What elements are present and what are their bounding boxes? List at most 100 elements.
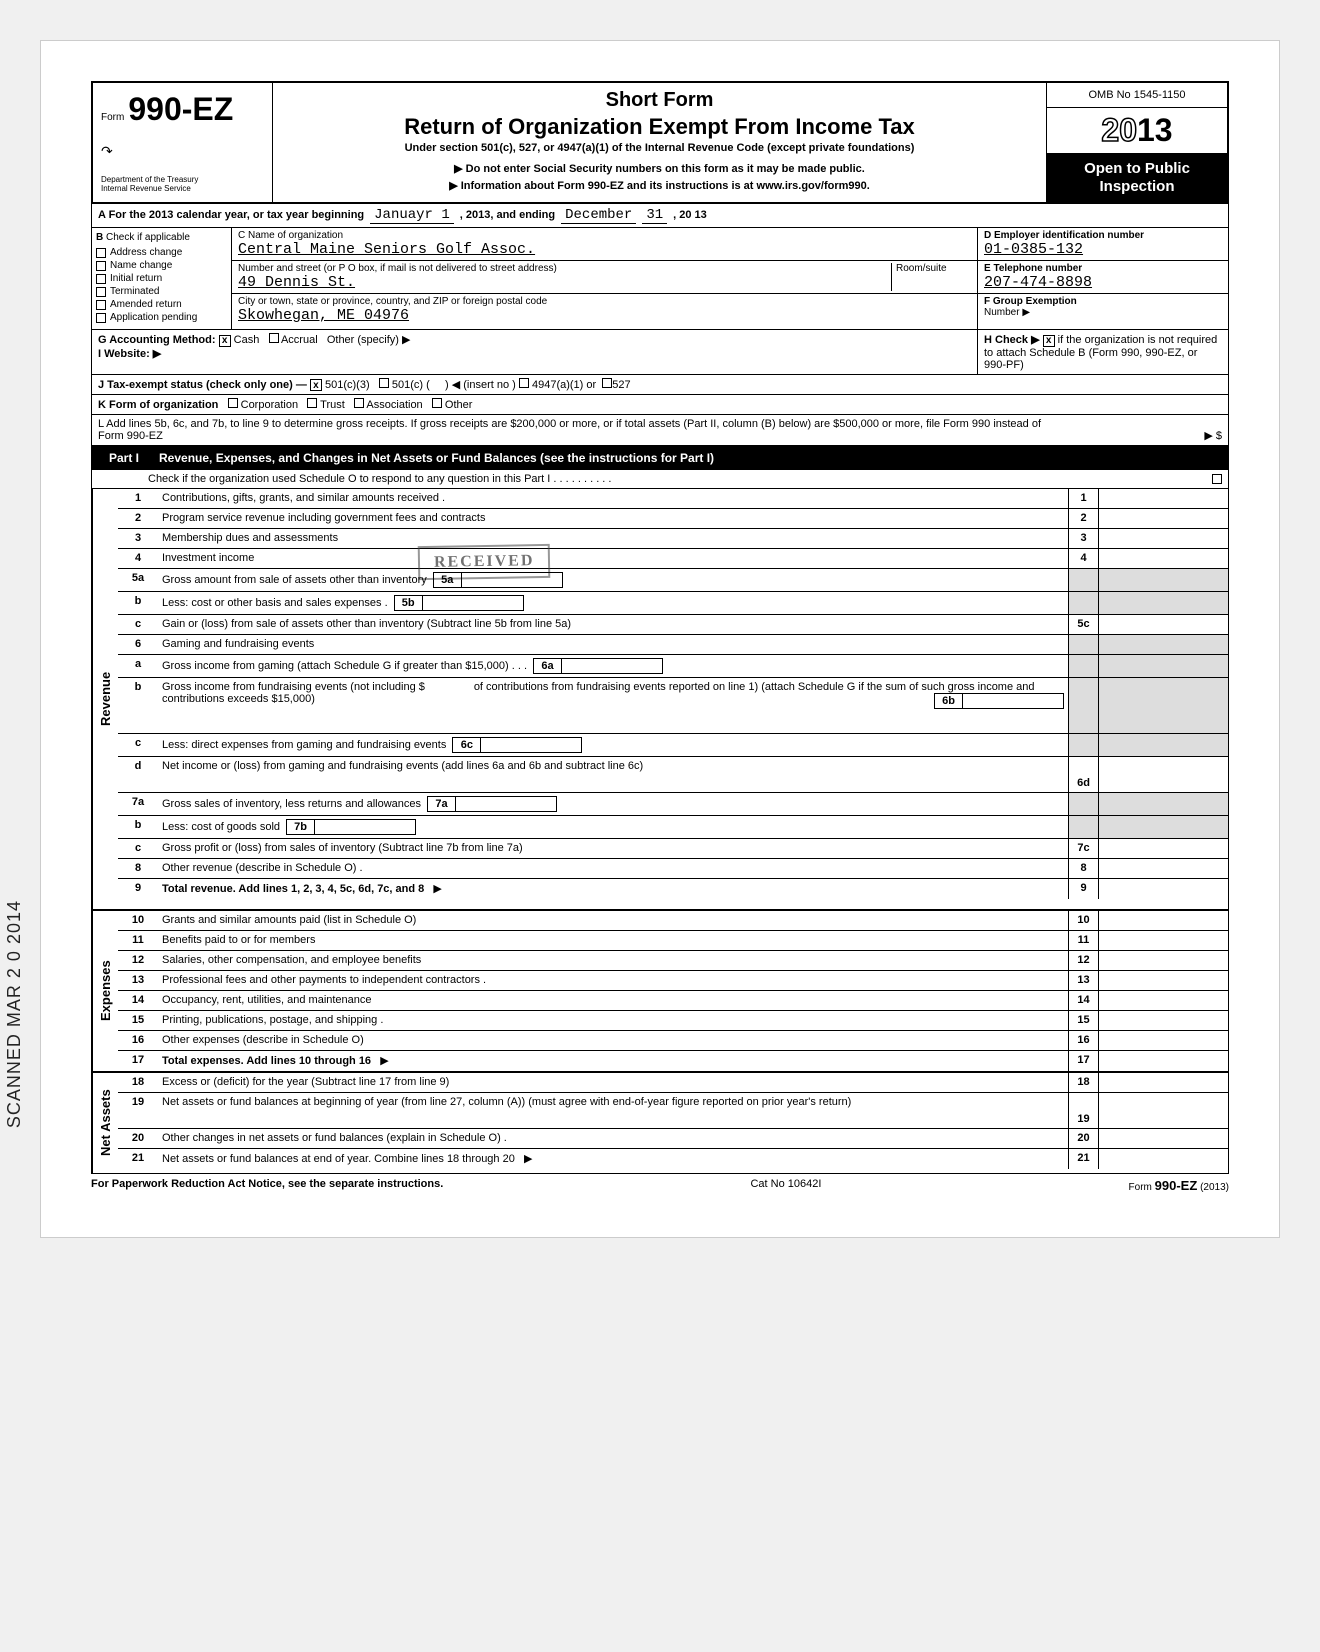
line-6c-text: Less: direct expenses from gaming and fu…	[158, 734, 1068, 756]
applicable-checkbox[interactable]	[96, 300, 106, 310]
city-row: City or town, state or province, country…	[232, 294, 977, 326]
ein-row: D Employer identification number 01-0385…	[978, 228, 1228, 261]
b-letter: B	[96, 232, 103, 243]
schedule-b-checkbox[interactable]: x	[1043, 335, 1055, 347]
phone-row: E Telephone number 207-474-8898	[978, 261, 1228, 294]
row-a-label: A For the 2013 calendar year, or tax yea…	[98, 209, 364, 221]
footer-center: Cat No 10642I	[750, 1178, 821, 1193]
applicable-checkbox[interactable]	[96, 248, 106, 258]
open-to-public: Open to Public Inspection	[1047, 154, 1227, 202]
expenses-body: 10Grants and similar amounts paid (list …	[118, 911, 1228, 1071]
part-1-title: Revenue, Expenses, and Changes in Net As…	[159, 451, 714, 465]
dept-line-1: Department of the Treasury	[101, 175, 264, 185]
4947-checkbox[interactable]	[519, 378, 529, 388]
cash-checkbox[interactable]: x	[219, 335, 231, 347]
501c3-checkbox[interactable]: x	[310, 379, 322, 391]
corp-label: Corporation	[241, 399, 298, 411]
k-label: K Form of organization	[98, 399, 218, 411]
page-footer: For Paperwork Reduction Act Notice, see …	[91, 1174, 1229, 1197]
part-1-label: Part I	[99, 449, 149, 467]
501c3-label: 501(c)(3)	[325, 379, 370, 391]
info-url: ▶ Information about Form 990-EZ and its …	[283, 179, 1036, 192]
line-19-text: Net assets or fund balances at beginning…	[158, 1093, 1068, 1128]
line-8-text: Other revenue (describe in Schedule O) .	[158, 859, 1068, 878]
row-a-end-year: , 20 13	[673, 209, 707, 221]
omb-number: OMB No 1545-1150	[1047, 83, 1227, 108]
applicable-checkbox[interactable]	[96, 287, 106, 297]
room-suite: Room/suite	[891, 263, 971, 291]
checkbox-label: Application pending	[110, 312, 197, 323]
checkbox-line: Application pending	[96, 312, 227, 323]
f-label-2: Number ▶	[984, 307, 1222, 318]
under-section-text: Under section 501(c), 527, or 4947(a)(1)…	[283, 142, 1036, 154]
column-c-org: C Name of organization Central Maine Sen…	[232, 228, 978, 329]
checkbox-label: Name change	[110, 260, 172, 271]
l-text: L Add lines 5b, 6c, and 7b, to line 9 to…	[98, 418, 1062, 442]
line-6b-text: Gross income from fundraising events (no…	[158, 678, 1068, 733]
checkbox-line: Address change	[96, 247, 227, 258]
header-right: OMB No 1545-1150 2013 Open to Public Ins…	[1047, 83, 1227, 202]
527-checkbox[interactable]	[602, 378, 612, 388]
trust-checkbox[interactable]	[307, 398, 317, 408]
org-name-row: C Name of organization Central Maine Sen…	[232, 228, 977, 261]
short-form-title: Short Form	[283, 89, 1036, 112]
open-line-1: Open to Public	[1053, 160, 1221, 178]
line-3-text: Membership dues and assessments	[158, 529, 1068, 548]
header-left: Form 990-EZ ↷ Department of the Treasury…	[93, 83, 273, 202]
part-1-check-text: Check if the organization used Schedule …	[98, 473, 1212, 485]
line-5b-text: Less: cost or other basis and sales expe…	[158, 592, 1068, 614]
row-a-mid: , 2013, and ending	[460, 209, 555, 221]
form-header: Form 990-EZ ↷ Department of the Treasury…	[91, 81, 1229, 204]
tax-year-begin: Januayr 1	[370, 207, 454, 224]
4947-label: 4947(a)(1) or	[532, 379, 596, 391]
scanned-date-stamp: SCANNED MAR 2 0 2014	[4, 900, 25, 1128]
other-org-checkbox[interactable]	[432, 398, 442, 408]
corp-checkbox[interactable]	[228, 398, 238, 408]
row-k-org-form: K Form of organization Corporation Trust…	[91, 395, 1229, 415]
open-line-2: Inspection	[1053, 178, 1221, 196]
return-title: Return of Organization Exempt From Incom…	[283, 114, 1036, 140]
tax-year-end-day: 31	[642, 207, 667, 224]
row-j-tax-status: J Tax-exempt status (check only one) — x…	[91, 375, 1229, 396]
form-label: Form	[101, 112, 124, 123]
accrual-checkbox[interactable]	[269, 333, 279, 343]
i-website-label: I Website: ▶	[98, 348, 161, 360]
street-address: 49 Dennis St.	[238, 274, 891, 291]
applicable-checkbox[interactable]	[96, 274, 106, 284]
checkbox-label: Terminated	[110, 286, 159, 297]
financial-table: Revenue 1Contributions, gifts, grants, a…	[91, 489, 1229, 1174]
applicable-checkbox[interactable]	[96, 261, 106, 271]
g-label: G Accounting Method:	[98, 334, 216, 346]
street-label: Number and street (or P O box, if mail i…	[238, 263, 891, 274]
line-7b-text: Less: cost of goods sold7b	[158, 816, 1068, 838]
assoc-checkbox[interactable]	[354, 398, 364, 408]
applicable-checkbox[interactable]	[96, 313, 106, 323]
column-d-e-f: D Employer identification number 01-0385…	[978, 228, 1228, 329]
city-state-zip: Skowhegan, ME 04976	[238, 307, 971, 324]
header-center: Short Form Return of Organization Exempt…	[273, 83, 1047, 202]
line-12-text: Salaries, other compensation, and employ…	[158, 951, 1068, 970]
c-label: C Name of organization	[238, 230, 971, 241]
revenue-body: 1Contributions, gifts, grants, and simil…	[118, 489, 1228, 909]
cash-label: Cash	[234, 334, 260, 346]
footer-right: Form 990-EZ (2013)	[1129, 1178, 1229, 1193]
identity-grid: B Check if applicable Address changeName…	[91, 228, 1229, 330]
line-14-text: Occupancy, rent, utilities, and maintena…	[158, 991, 1068, 1010]
assoc-label: Association	[366, 399, 422, 411]
ssn-warning: ▶ Do not enter Social Security numbers o…	[283, 162, 1036, 175]
accounting-method: G Accounting Method: x Cash Accrual Othe…	[92, 330, 978, 374]
line-16-text: Other expenses (describe in Schedule O)	[158, 1031, 1068, 1050]
line-6-text: Gaming and fundraising events	[158, 635, 1068, 654]
line-2-text: Program service revenue including govern…	[158, 509, 1068, 528]
line-6d-text: Net income or (loss) from gaming and fun…	[158, 757, 1068, 792]
department-text: Department of the Treasury Internal Reve…	[101, 175, 264, 194]
line-11-text: Benefits paid to or for members	[158, 931, 1068, 950]
part-1-schedule-o-checkbox[interactable]	[1212, 474, 1222, 484]
ein-value: 01-0385-132	[984, 241, 1222, 258]
checkbox-line: Terminated	[96, 286, 227, 297]
checkbox-label: Amended return	[110, 299, 182, 310]
j-label: J Tax-exempt status (check only one) —	[98, 379, 307, 391]
checkbox-line: Amended return	[96, 299, 227, 310]
501c-checkbox[interactable]	[379, 378, 389, 388]
checkbox-line: Name change	[96, 260, 227, 271]
